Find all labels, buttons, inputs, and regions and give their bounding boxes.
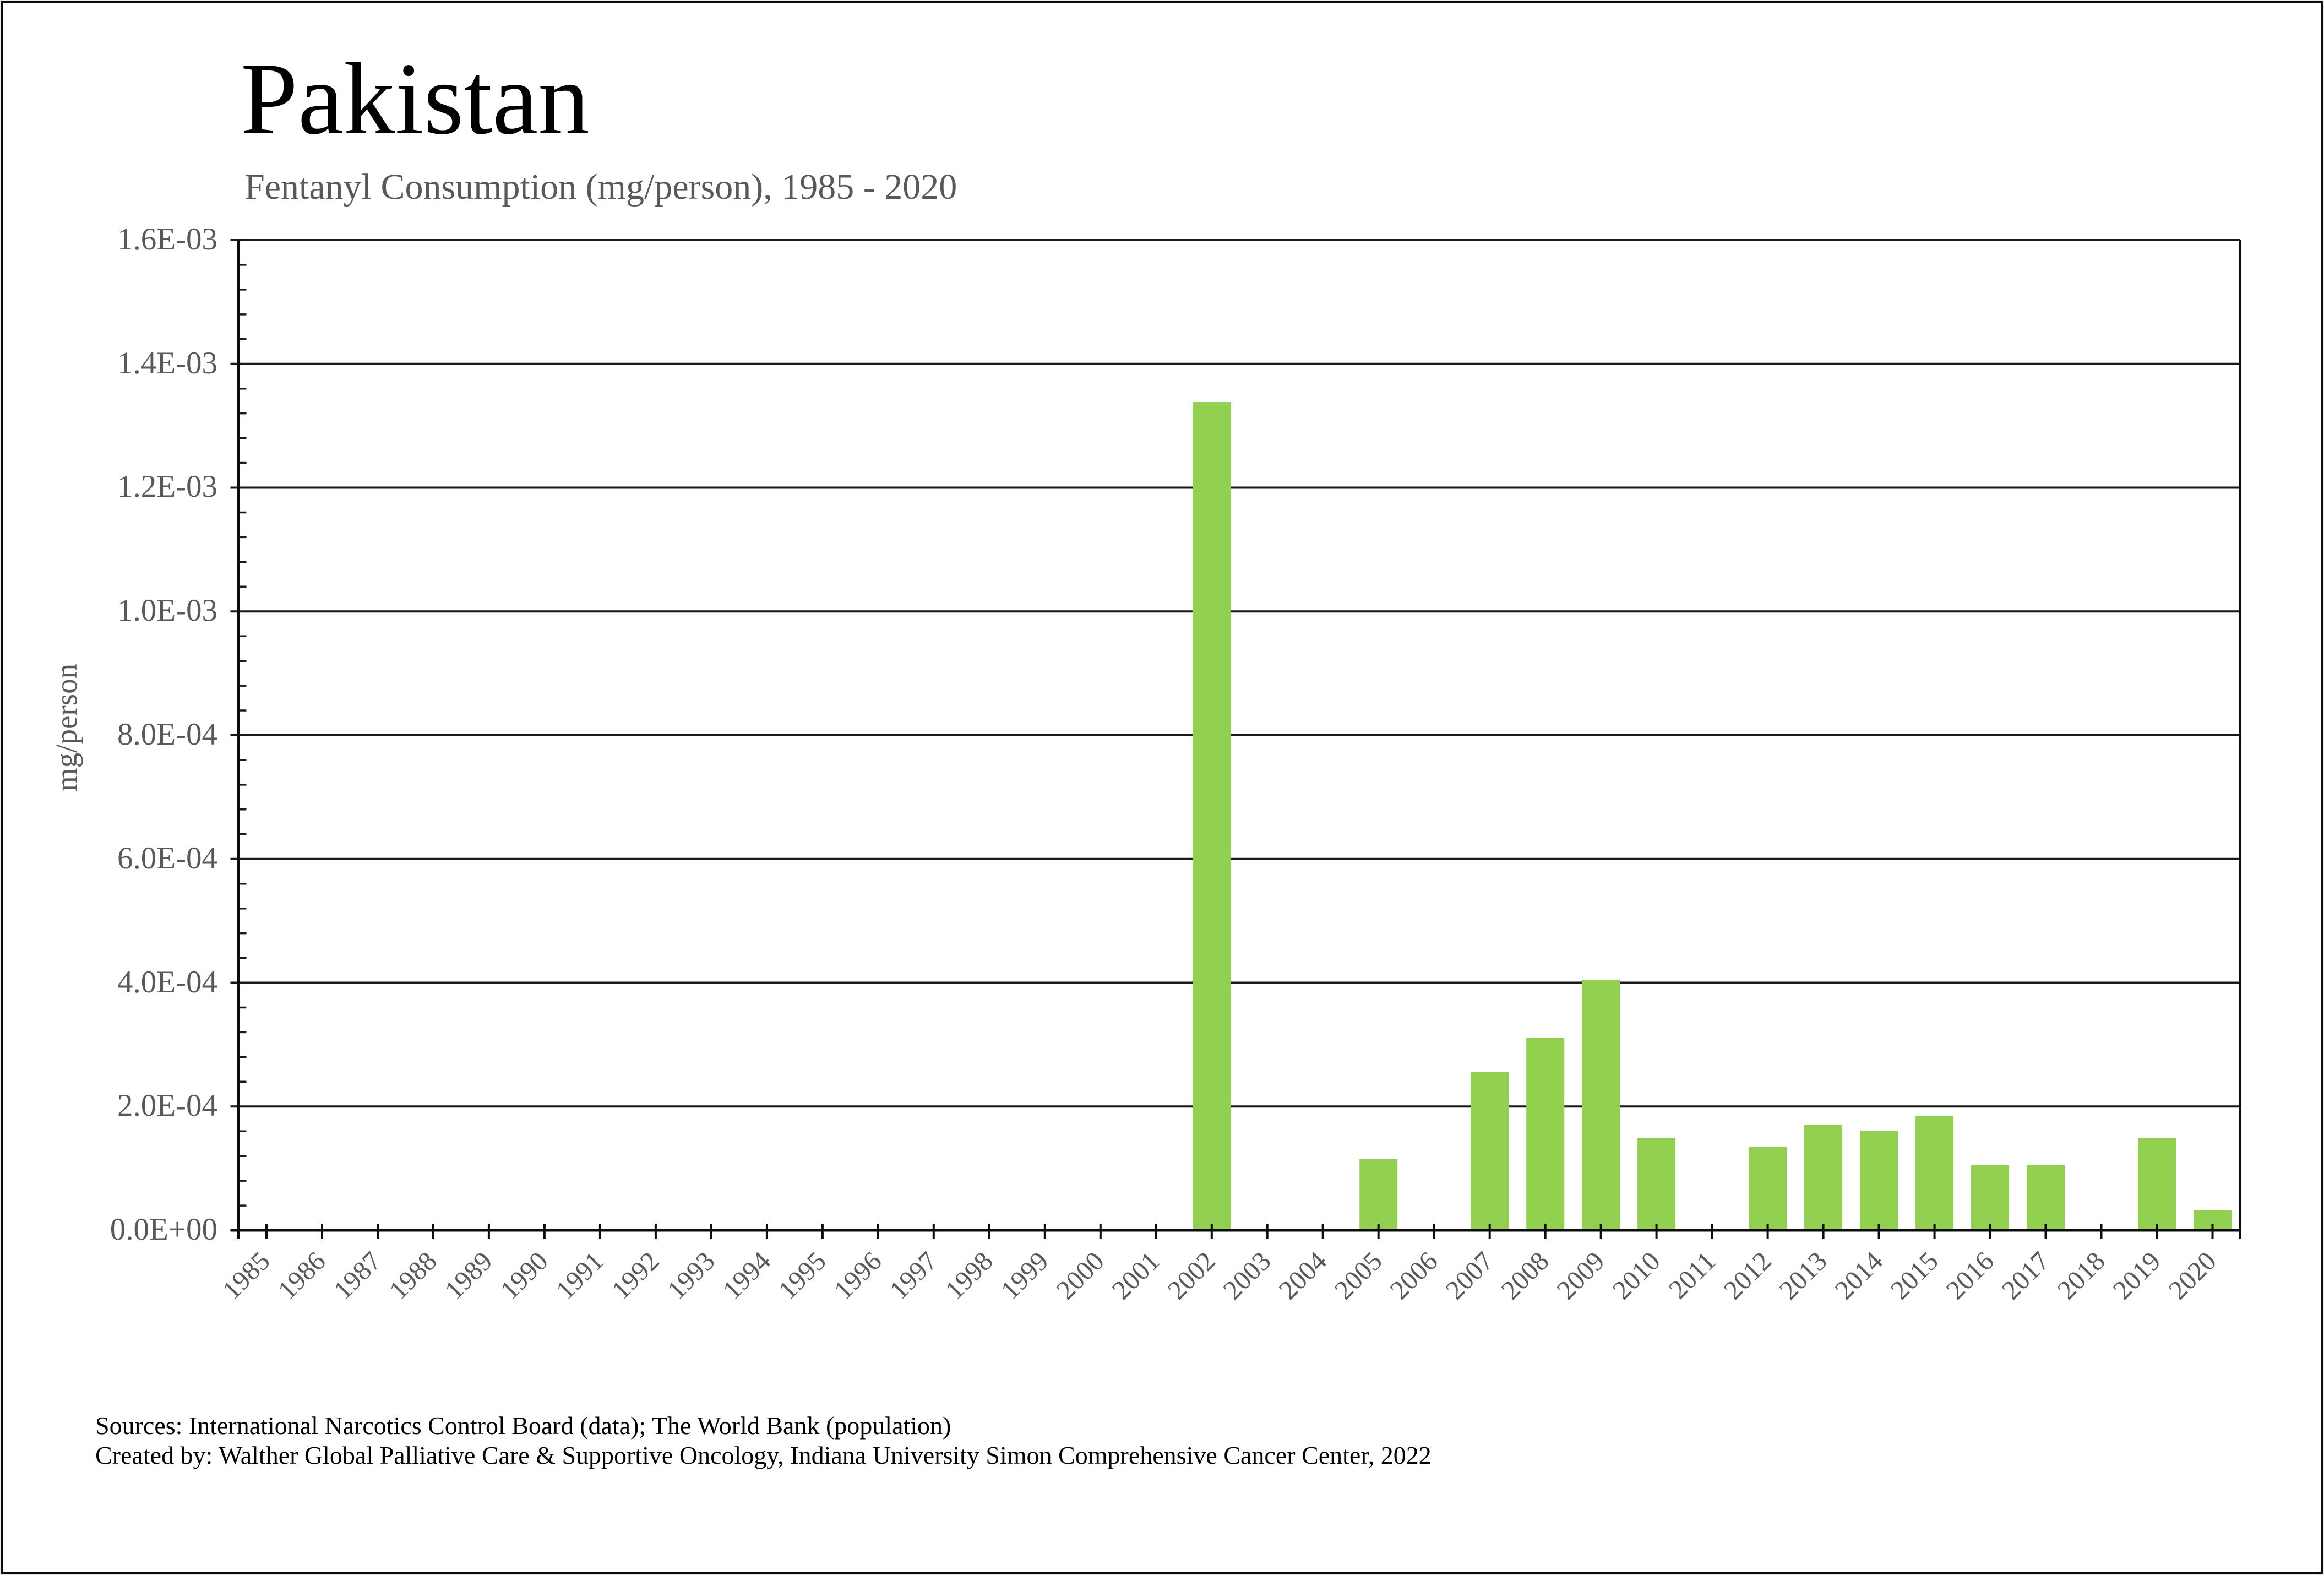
svg-text:Created by: Walther Global Pal: Created by: Walther Global Palliative Ca… <box>95 1441 1432 1469</box>
svg-text:Pakistan: Pakistan <box>241 42 590 156</box>
svg-text:4.0E-04: 4.0E-04 <box>117 965 217 1000</box>
svg-text:1.4E-03: 1.4E-03 <box>117 346 217 381</box>
svg-text:1.0E-03: 1.0E-03 <box>117 593 217 628</box>
svg-text:8.0E-04: 8.0E-04 <box>117 717 217 752</box>
svg-text:1.6E-03: 1.6E-03 <box>117 222 217 257</box>
svg-text:6.0E-04: 6.0E-04 <box>117 841 217 876</box>
svg-text:mg/person: mg/person <box>50 664 83 791</box>
svg-text:2.0E-04: 2.0E-04 <box>117 1088 217 1123</box>
svg-text:Sources: International Narcoti: Sources: International Narcotics Control… <box>95 1411 951 1440</box>
svg-text:Fentanyl Consumption (mg/perso: Fentanyl Consumption (mg/person), 1985 -… <box>244 167 957 207</box>
svg-text:0.0E+00: 0.0E+00 <box>110 1212 217 1247</box>
svg-text:1.2E-03: 1.2E-03 <box>117 469 217 504</box>
